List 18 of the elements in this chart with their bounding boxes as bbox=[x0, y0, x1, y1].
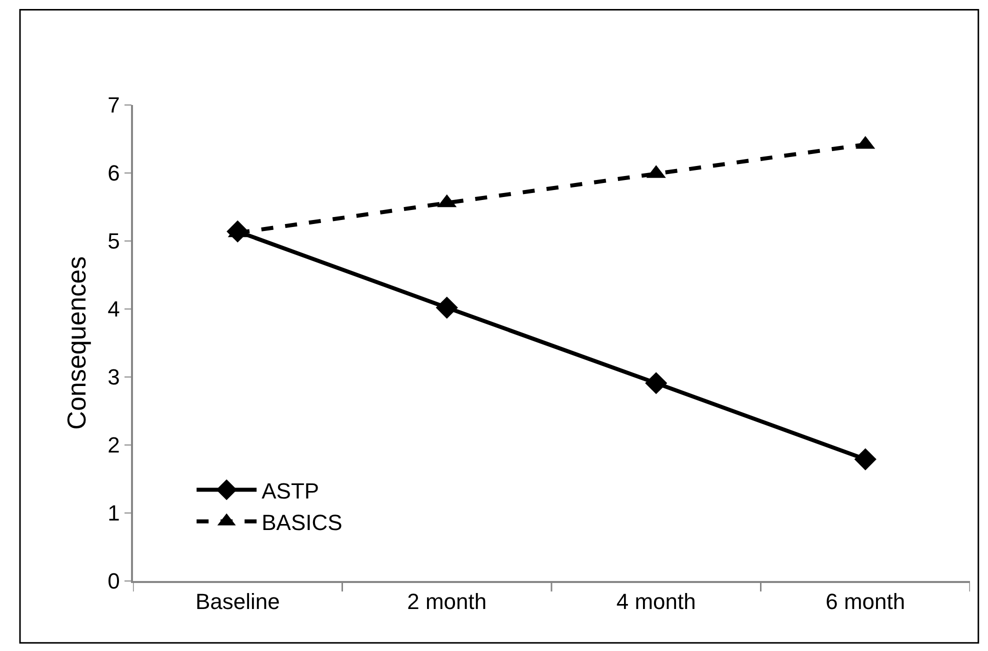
legend-label: BASICS bbox=[262, 510, 342, 535]
legend-label: ASTP bbox=[262, 478, 320, 504]
y-tick-label: 6 bbox=[108, 160, 120, 186]
y-tick-label: 0 bbox=[108, 568, 120, 594]
x-tick-label: 6 month bbox=[826, 589, 906, 614]
y-tick-label: 2 bbox=[108, 432, 120, 458]
x-tick-label: 4 month bbox=[616, 589, 696, 614]
y-axis-title: Consequences bbox=[62, 256, 92, 430]
x-tick-label: Baseline bbox=[195, 589, 280, 614]
y-tick-label: 5 bbox=[108, 228, 120, 254]
point bbox=[436, 296, 458, 319]
point bbox=[854, 448, 876, 470]
point bbox=[645, 372, 668, 394]
y-tick-label: 3 bbox=[108, 364, 120, 390]
y-tick-label: 4 bbox=[108, 296, 120, 322]
x-tick-label: 2 month bbox=[407, 589, 487, 614]
y-tick-label: 1 bbox=[108, 500, 120, 526]
y-tick-label: 7 bbox=[108, 92, 120, 118]
